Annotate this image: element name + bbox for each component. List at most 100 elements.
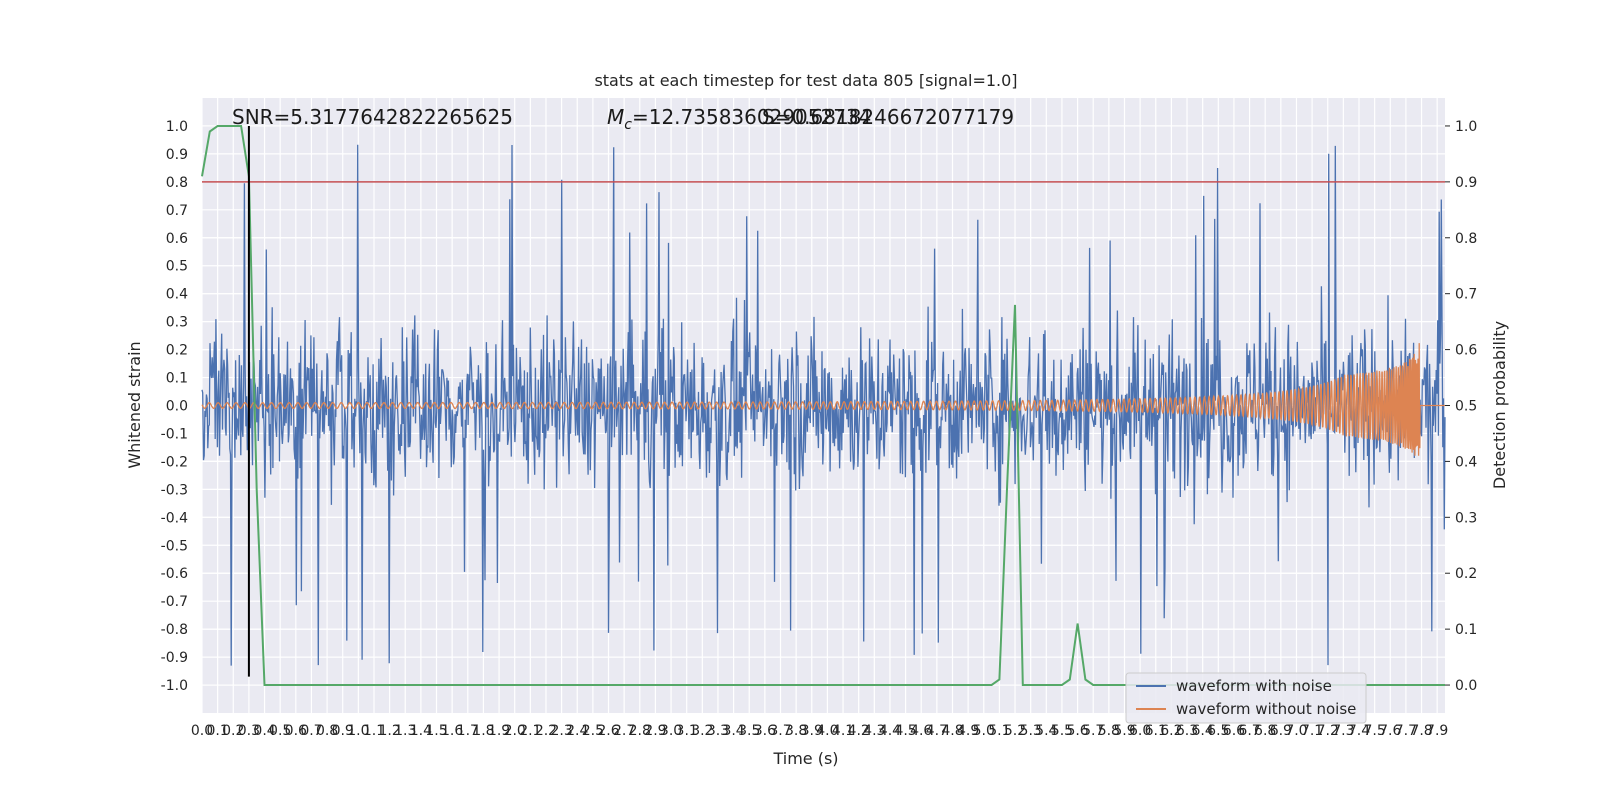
x-tick-label: 3.1 [676, 723, 698, 739]
x-tick-label: 5.2 [1004, 723, 1026, 739]
x-tick-label: 2.6 [597, 723, 619, 739]
y-tick-label: -0.7 [161, 594, 188, 610]
x-tick-label: 6.8 [1254, 723, 1276, 739]
x-axis-label: Time (s) [772, 749, 838, 768]
x-tick-label: 1.2 [378, 723, 400, 739]
x-tick-label: 7.9 [1426, 723, 1448, 739]
x-tick-label: 2.9 [644, 723, 666, 739]
x-tick-label: 4.5 [894, 723, 916, 739]
x-tick-label: 1.9 [488, 723, 510, 739]
x-tick-label: 5.3 [1020, 723, 1042, 739]
snr-annotation: SNR=5.3177642822265625 [232, 105, 513, 129]
x-tick-label: 4.6 [910, 723, 932, 739]
x-tick-label: 3.2 [691, 723, 713, 739]
x-tick-label: 5.8 [1098, 723, 1120, 739]
y-right-tick-label: 0.2 [1455, 566, 1477, 582]
y-tick-label: 0.4 [166, 287, 188, 303]
x-tick-label: 4.2 [848, 723, 870, 739]
clean-waveform-line [201, 343, 1445, 456]
x-tick-label: 5.0 [973, 723, 995, 739]
probability-layer [201, 125, 1445, 686]
x-tick-label: 2.7 [613, 723, 635, 739]
chirp-mass-symbol: M [607, 105, 624, 129]
x-tick-label: 5.9 [1113, 723, 1135, 739]
x-tick-label: 3.7 [769, 723, 791, 739]
x-tick-label: 1.0 [347, 723, 369, 739]
x-tick-label: 0.9 [332, 723, 354, 739]
y-tick-label: -0.1 [161, 426, 188, 442]
y-tick-label: -0.2 [161, 454, 188, 470]
x-tick-label: 0.6 [285, 723, 307, 739]
y-axis-label: Whitened strain [125, 341, 144, 468]
y-right-tick-label: 0.9 [1455, 175, 1477, 191]
y-tick-label: 0.2 [166, 343, 188, 359]
x-tick-label: 0.8 [316, 723, 338, 739]
chart-title: stats at each timestep for test data 805… [594, 71, 1017, 90]
y-tick-label: 0.3 [166, 315, 188, 331]
x-tick-label: 1.3 [394, 723, 416, 739]
x-tick-label: 7.4 [1348, 723, 1370, 739]
y-tick-label: 0.0 [166, 399, 188, 415]
x-tick-label: 3.9 [801, 723, 823, 739]
x-tick-label: 4.1 [832, 723, 854, 739]
legend-label-clean: waveform without noise [1176, 700, 1356, 718]
y-tick-label: -0.5 [161, 538, 188, 554]
x-tick-label: 4.4 [879, 723, 901, 739]
x-tick-label: 4.3 [863, 723, 885, 739]
y-tick-label: 1.0 [166, 119, 188, 135]
y-tick-label: 0.8 [166, 175, 188, 191]
chirp-mass-subscript: c [624, 117, 632, 133]
y-tick-label: -1.0 [161, 678, 188, 694]
x-tick-label: 2.8 [629, 723, 651, 739]
x-tick-label: 0.1 [207, 723, 229, 739]
x-tick-label: 7.2 [1317, 723, 1339, 739]
x-tick-label: 2.3 [550, 723, 572, 739]
x-tick-label: 2.2 [535, 723, 557, 739]
x-tick-label: 0.3 [238, 723, 260, 739]
x-tick-label: 1.4 [410, 723, 432, 739]
legend: waveform with noise waveform without noi… [1125, 672, 1367, 724]
x-tick-label: 6.7 [1238, 723, 1260, 739]
x-tick-label: 5.5 [1051, 723, 1073, 739]
y-tick-label: 0.5 [166, 259, 188, 275]
x-tick-label: 7.7 [1395, 723, 1417, 739]
x-tick-label: 4.9 [957, 723, 979, 739]
x-tick-label: 6.5 [1207, 723, 1229, 739]
y-tick-label: 0.9 [166, 147, 188, 163]
x-tick-label: 4.8 [941, 723, 963, 739]
noisy-waveform-line [201, 144, 1446, 666]
x-tick-label: 7.6 [1379, 723, 1401, 739]
x-tick-label: 0.2 [222, 723, 244, 739]
x-tick-label: 0.4 [253, 723, 275, 739]
x-tick-label: 1.8 [472, 723, 494, 739]
y-right-tick-label: 0.4 [1455, 454, 1477, 470]
legend-label-noisy: waveform with noise [1176, 677, 1332, 695]
x-tick-label: 6.1 [1145, 723, 1167, 739]
y-right-tick-label: 0.7 [1455, 287, 1477, 303]
y-tick-label: -0.6 [161, 566, 188, 582]
x-tick-label: 3.8 [785, 723, 807, 739]
y-right-tick-label: 0.3 [1455, 510, 1477, 526]
x-tick-label: 0.0 [191, 723, 213, 739]
y-tick-label: -0.3 [161, 482, 188, 498]
x-tick-label: 3.3 [707, 723, 729, 739]
x-tick-label: 5.7 [1082, 723, 1104, 739]
legend-box [1125, 672, 1367, 724]
x-tick-label: 6.0 [1129, 723, 1151, 739]
x-tick-label: 3.5 [738, 723, 760, 739]
x-tick-label: 1.1 [363, 723, 385, 739]
y-right-tick-label: 1.0 [1455, 119, 1477, 135]
overlap-annotation: S=0.6818246672077179 [762, 105, 1014, 129]
y-tick-label: -0.9 [161, 650, 188, 666]
x-tick-label: 2.5 [582, 723, 604, 739]
x-tick-label: 7.3 [1332, 723, 1354, 739]
x-tick-label: 6.4 [1192, 723, 1214, 739]
x-tick-label: 5.6 [1066, 723, 1088, 739]
y-axis-right-label: Detection probability [1490, 321, 1509, 489]
y-right-tick-label: 0.0 [1455, 678, 1477, 694]
x-tick-label: 7.8 [1410, 723, 1432, 739]
noisy-waveform-layer [201, 144, 1446, 666]
chirp-mass-value: =12.735836029052734 [632, 105, 871, 129]
x-tick-label: 6.2 [1160, 723, 1182, 739]
